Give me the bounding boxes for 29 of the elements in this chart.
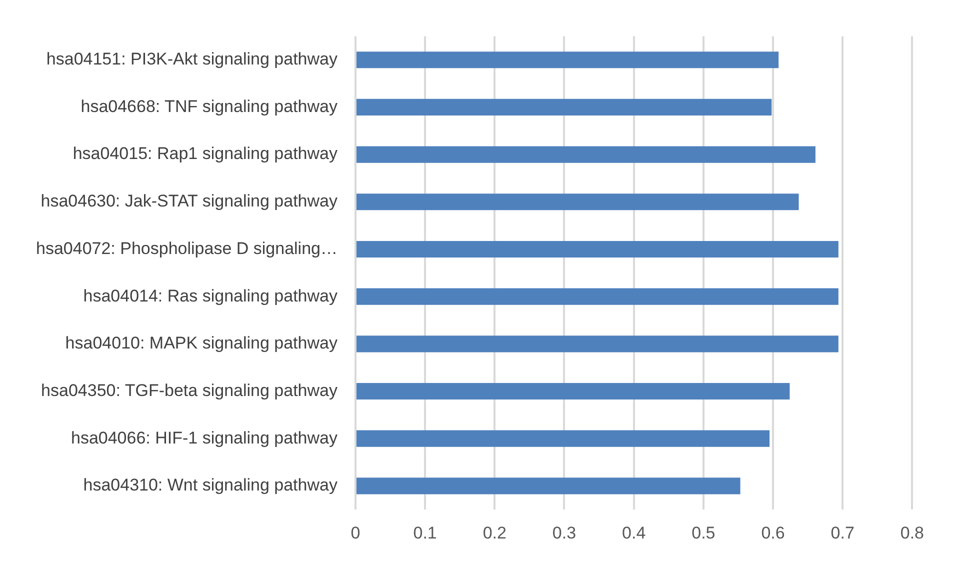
y-tick-label: hsa04015: Rap1 signaling pathway (72, 144, 338, 164)
x-tick-label: 0.1 (413, 523, 437, 542)
x-tick-label: 0.8 (900, 523, 924, 542)
x-tick-label: 0.6 (761, 523, 785, 542)
x-tick-label: 0.3 (552, 523, 576, 542)
bar (356, 98, 772, 116)
y-tick-label: hsa04066: HIF-1 signaling pathway (70, 428, 338, 448)
bar (356, 478, 740, 494)
bar (356, 382, 790, 400)
x-tick-label: 0.5 (692, 523, 716, 542)
x-tick-label: 0.4 (622, 523, 646, 542)
y-tick-label: hsa04014: Ras signaling pathway (83, 286, 338, 306)
y-tick-label: hsa04630: Jak-STAT signaling pathway (40, 192, 338, 211)
y-tick-label: hsa04668: TNF signaling pathway (80, 96, 338, 116)
bar (356, 194, 799, 210)
bar (356, 52, 779, 68)
bar (356, 146, 816, 163)
x-tick-label: 0 (350, 523, 360, 542)
bar (356, 240, 838, 258)
x-tick-label: 0.2 (482, 523, 506, 542)
y-tick-label: hsa04350: TGF-beta signaling pathway (41, 380, 338, 400)
bar (356, 430, 770, 447)
bar (356, 336, 838, 352)
x-tick-label: 0.7 (830, 523, 854, 542)
y-tick-label: hsa04072: Phospholipase D signaling… (36, 238, 338, 258)
y-tick-label: hsa04010: MAPK signaling pathway (65, 334, 338, 353)
y-tick-label: hsa04310: Wnt signaling pathway (83, 476, 338, 495)
bar (356, 288, 838, 305)
y-tick-label: hsa04151: PI3K-Akt signaling pathway (46, 50, 338, 69)
